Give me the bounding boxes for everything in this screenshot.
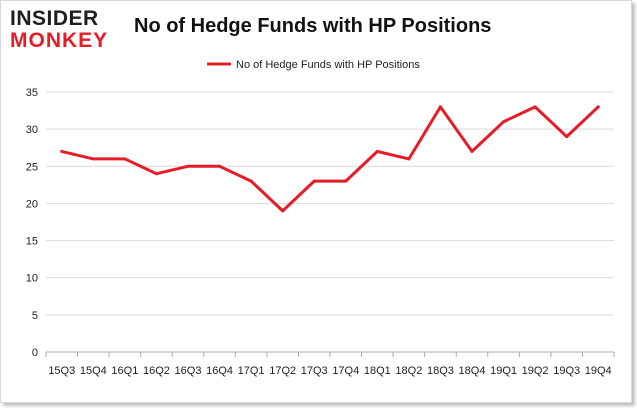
y-tick-label: 30 — [26, 124, 38, 136]
data-point — [470, 149, 474, 153]
data-point — [502, 120, 506, 124]
data-point — [407, 157, 411, 161]
data-point — [438, 105, 442, 109]
data-point — [375, 149, 379, 153]
data-point — [344, 179, 348, 183]
chart-frame: INSIDER MONKEY No of Hedge Funds with HP… — [0, 0, 632, 403]
x-tick-label: 17Q4 — [332, 365, 359, 377]
x-tick-label: 19Q2 — [522, 365, 549, 377]
x-tick-label: 16Q1 — [111, 365, 138, 377]
data-point — [281, 209, 285, 213]
x-tick-label: 18Q4 — [459, 365, 486, 377]
data-point — [186, 164, 190, 168]
data-point — [123, 157, 127, 161]
legend-label: No of Hedge Funds with HP Positions — [236, 59, 420, 71]
series-line — [60, 105, 600, 213]
x-tick-label: 19Q3 — [553, 365, 580, 377]
data-point — [312, 179, 316, 183]
x-tick-label: 19Q1 — [490, 365, 517, 377]
data-point — [533, 105, 537, 109]
x-tick-label: 16Q3 — [175, 365, 202, 377]
chart-title: No of Hedge Funds with HP Positions — [134, 15, 492, 37]
data-point — [154, 172, 158, 176]
x-tick-label: 18Q2 — [395, 365, 422, 377]
insider-monkey-logo: INSIDER MONKEY — [10, 7, 116, 53]
x-tick-label: 17Q2 — [269, 365, 296, 377]
x-tick-label: 18Q3 — [427, 365, 454, 377]
x-tick-label: 16Q2 — [143, 365, 170, 377]
data-point — [596, 105, 600, 109]
y-tick-label: 15 — [26, 236, 38, 248]
y-tick-label: 5 — [32, 310, 38, 322]
y-tick-label: 20 — [26, 198, 38, 210]
data-point — [60, 149, 64, 153]
logo-line1: INSIDER — [10, 7, 99, 30]
x-tick-label: 16Q4 — [206, 365, 233, 377]
logo-line2: MONKEY — [10, 29, 109, 52]
x-tick-label: 17Q3 — [301, 365, 328, 377]
data-point — [565, 135, 569, 139]
x-tick-label: 15Q3 — [48, 365, 75, 377]
data-point — [249, 179, 253, 183]
data-point — [218, 164, 222, 168]
y-tick-label: 25 — [26, 161, 38, 173]
y-tick-label: 10 — [26, 273, 38, 285]
data-point — [91, 157, 95, 161]
y-tick-label: 0 — [32, 347, 38, 359]
x-tick-label: 19Q4 — [585, 365, 612, 377]
x-tick-label: 18Q1 — [364, 365, 391, 377]
y-tick-label: 35 — [26, 87, 38, 99]
x-tick-label: 15Q4 — [80, 365, 107, 377]
x-tick-label: 17Q1 — [238, 365, 265, 377]
